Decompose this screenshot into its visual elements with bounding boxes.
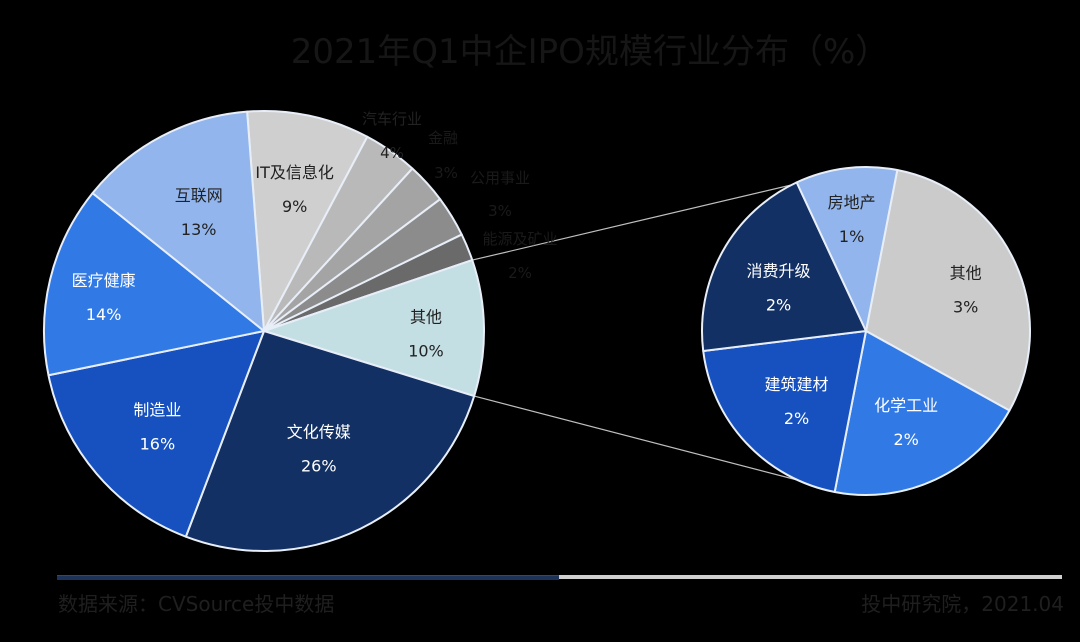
main-slice-8 xyxy=(43,192,265,377)
detail-label-name: 其他 xyxy=(950,264,982,283)
main-label-name: 公用事业 xyxy=(470,169,530,187)
detail-slice-0 xyxy=(865,169,1031,412)
main-label-name: 金融 xyxy=(428,129,458,147)
main-label-value: 2% xyxy=(508,264,532,282)
main-label-value: 3% xyxy=(488,202,512,220)
main-pie xyxy=(43,110,485,552)
main-label-value: 4% xyxy=(380,144,404,162)
detail-slice-4 xyxy=(795,166,899,332)
detail-slice-1 xyxy=(833,330,1011,496)
publisher-date: 投中研究院，2021.04 xyxy=(861,592,1064,616)
main-label-value: 26% xyxy=(301,456,337,475)
main-label-value: 14% xyxy=(86,305,122,324)
main-label-name: 文化传媒 xyxy=(287,422,351,441)
main-label-value: 16% xyxy=(140,435,176,454)
detail-label-value: 1% xyxy=(839,227,864,246)
detail-slice-2 xyxy=(702,330,867,493)
chart-title: 2021年Q1中企IPO规模行业分布（%） xyxy=(290,32,890,72)
connector-line-top xyxy=(472,172,843,261)
main-label-name: 互联网 xyxy=(175,186,223,205)
connector-lines xyxy=(472,172,852,495)
main-slice-7 xyxy=(47,330,265,538)
detail-label-name: 建筑建材 xyxy=(765,375,829,394)
footer-divider-dark xyxy=(57,575,559,580)
main-label-value: 10% xyxy=(408,342,444,361)
detail-pie xyxy=(701,166,1031,496)
main-label-name: IT及信息化 xyxy=(255,163,334,182)
main-slice-9 xyxy=(91,110,265,332)
main-slice-6 xyxy=(184,330,476,552)
detail-label-value: 2% xyxy=(784,409,809,428)
main-label-name: 制造业 xyxy=(133,401,181,420)
main-label-value: 13% xyxy=(181,220,217,239)
main-label-name: 医疗健康 xyxy=(72,271,136,290)
detail-label-value: 3% xyxy=(953,298,978,317)
main-slice-0 xyxy=(246,110,369,332)
detail-label-value: 2% xyxy=(766,296,791,315)
main-label-name: 汽车行业 xyxy=(362,110,422,128)
detail-label-value: 2% xyxy=(893,430,918,449)
data-source: 数据来源：CVSource投中数据 xyxy=(58,592,335,616)
main-slice-5 xyxy=(263,259,485,398)
detail-slice-3 xyxy=(701,181,867,352)
main-label-name: 其他 xyxy=(410,308,442,327)
slice-labels: IT及信息化 9% 汽车行业 4% 金融 3% 公用事业 3% 能源及矿业 2% 其他 10% 文化传媒… xyxy=(72,110,982,475)
footer-divider-light xyxy=(559,575,1062,579)
main-label-value: 3% xyxy=(434,164,458,182)
main-label-name: 能源及矿业 xyxy=(482,230,557,248)
main-label-value: 9% xyxy=(282,197,307,216)
detail-label-name: 房地产 xyxy=(828,193,876,212)
detail-label-name: 消费升级 xyxy=(747,262,811,281)
detail-label-name: 化学工业 xyxy=(874,396,938,415)
connector-line-bottom xyxy=(474,395,852,495)
